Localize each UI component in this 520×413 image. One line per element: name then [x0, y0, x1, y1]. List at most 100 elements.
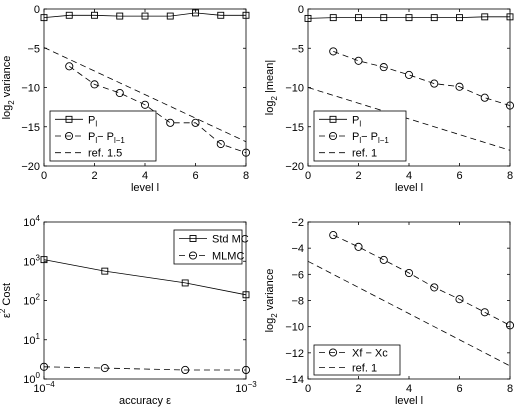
data-point [40, 14, 48, 22]
data-point [430, 79, 439, 88]
x-axis-label: level l [395, 182, 423, 194]
y-tick-label: −12 [285, 348, 304, 360]
x-tick-label: 10−4 [33, 380, 55, 395]
data-point [181, 279, 189, 287]
series-2 [39, 362, 251, 375]
y-axis-label: log2 variance [1, 56, 16, 120]
series-line [307, 260, 511, 367]
y-tick-label: 102 [23, 293, 40, 308]
x-tick-label: 2 [91, 170, 97, 182]
legend-entry: Xf − Xc [352, 348, 388, 360]
y-tick-label: −5 [291, 43, 304, 55]
legend-entry: Pl [352, 114, 361, 128]
y-tick-label: 0 [34, 4, 40, 16]
data-point [379, 63, 388, 72]
x-axis-label: level l [395, 395, 423, 407]
legend-marker [189, 235, 197, 242]
series-line [333, 51, 511, 106]
y-tick-label: −10 [21, 83, 40, 95]
data-point [192, 9, 199, 17]
x-tick-label: 4 [142, 170, 148, 182]
data-point [90, 80, 99, 89]
data-point [241, 365, 251, 375]
data-point [430, 14, 438, 22]
y-tick-label: −8 [291, 296, 304, 308]
data-point [166, 118, 175, 127]
data-point [40, 256, 48, 264]
data-point [456, 14, 463, 22]
data-point [505, 101, 515, 110]
legend-marker [188, 251, 198, 260]
data-point [65, 11, 73, 19]
series-line [43, 47, 247, 143]
legend-entry: ref. 1.5 [88, 148, 122, 160]
legend-entry: Std MC [212, 234, 249, 246]
x-tick-label: 0 [41, 170, 47, 182]
series-line [307, 16, 510, 19]
series-line [43, 12, 246, 18]
chart-panel-3: 10−4 10−3 100 101 102 103 104 accuracy ε ε2 Cost… [0, 214, 257, 407]
x-tick-label: 10−3 [235, 380, 257, 395]
data-point [65, 62, 74, 71]
legend-entry: Pl [88, 114, 97, 128]
x-tick-label: 8 [507, 383, 513, 395]
legend-entry: ref. 1 [352, 363, 377, 375]
data-point [115, 88, 124, 98]
series-1 [329, 231, 515, 330]
data-point [480, 308, 489, 317]
legend: Pl Pl− Pl−1 ref. 1.5 [49, 110, 157, 162]
data-point [355, 14, 362, 22]
data-point [354, 242, 363, 251]
y-tick-label: −5 [27, 43, 40, 55]
series-line [333, 234, 511, 326]
data-point [480, 93, 489, 102]
data-point [404, 268, 414, 278]
x-tick-label: 8 [507, 170, 513, 182]
legend-marker [64, 131, 74, 141]
data-point [116, 12, 124, 20]
data-point [166, 12, 174, 20]
y-tick-label: −2 [291, 217, 304, 229]
data-point [380, 14, 388, 22]
y-tick-label: −15 [285, 122, 304, 134]
data-point [379, 255, 388, 264]
legend: Std MC MLMC [173, 229, 249, 265]
data-point [140, 100, 150, 109]
series-3 [43, 47, 247, 143]
x-axis-label: accuracy ε [119, 395, 171, 407]
y-axis-label: ε2 Cost [0, 283, 13, 318]
data-point [91, 11, 98, 19]
data-point [242, 11, 250, 19]
legend-marker [328, 348, 338, 357]
data-point [216, 139, 225, 149]
y-tick-label: 0 [298, 4, 304, 16]
data-point [405, 14, 413, 22]
series-1 [40, 256, 250, 299]
y-tick-label: −20 [285, 161, 304, 173]
data-point [242, 291, 250, 299]
legend-entry: MLMC [212, 251, 244, 263]
legend-entry: ref. 1 [352, 148, 377, 160]
data-point [329, 47, 338, 56]
data-point [217, 11, 225, 19]
series-1 [40, 9, 250, 22]
data-point [506, 13, 514, 21]
x-tick-label: 6 [456, 170, 462, 182]
series-3 [307, 87, 511, 151]
data-point [481, 13, 489, 21]
data-point [141, 12, 149, 20]
y-tick-label: −14 [285, 374, 304, 386]
data-point [354, 56, 363, 65]
series-2 [329, 47, 515, 110]
x-tick-label: 6 [192, 170, 198, 182]
legend-box [173, 229, 243, 265]
data-point [329, 231, 338, 240]
legend-entry: Pl− Pl−1 [352, 131, 389, 145]
y-tick-label: −4 [291, 243, 304, 255]
y-tick-label: 100 [23, 371, 40, 386]
y-tick-label: −20 [21, 161, 40, 173]
x-tick-label: 4 [406, 383, 412, 395]
legend-box [313, 344, 401, 376]
